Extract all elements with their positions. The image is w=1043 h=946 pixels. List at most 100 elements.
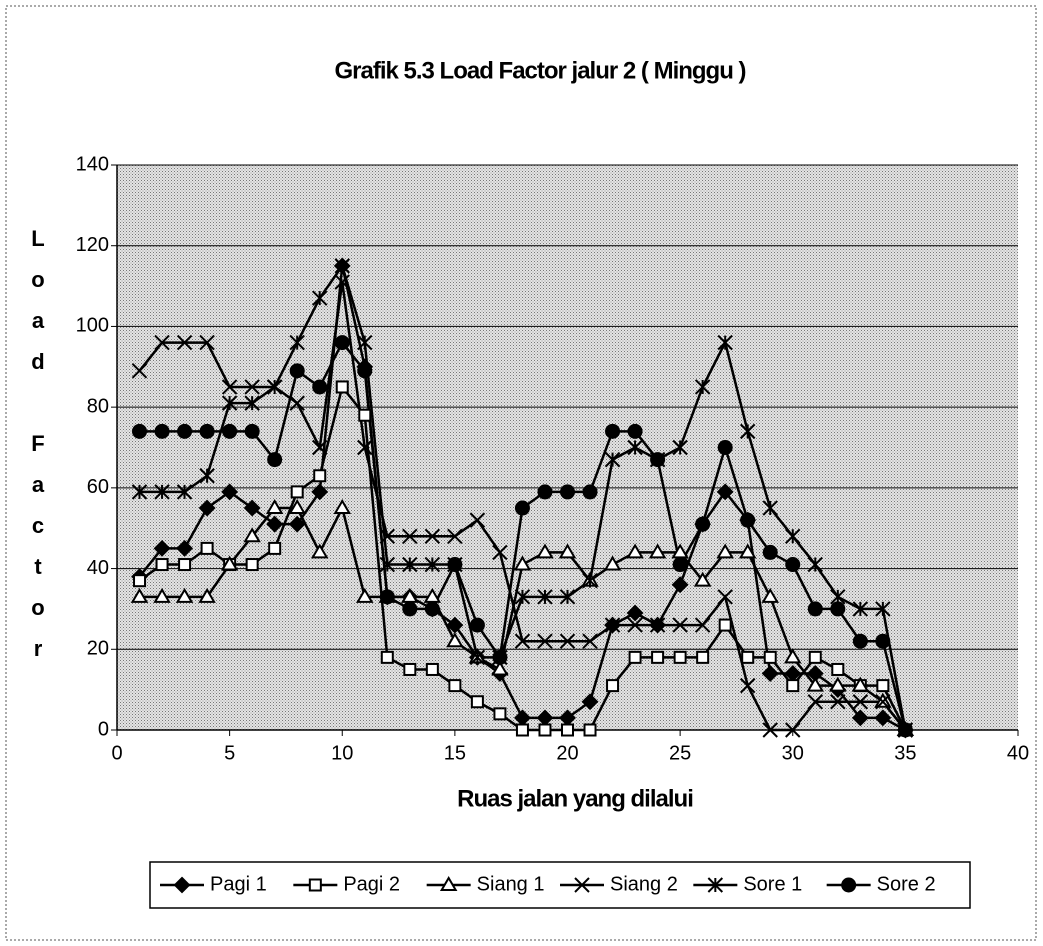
marker bbox=[806, 676, 825, 692]
marker bbox=[852, 601, 869, 617]
marker bbox=[716, 483, 734, 501]
marker bbox=[786, 679, 800, 693]
marker bbox=[265, 499, 284, 515]
marker bbox=[740, 512, 756, 528]
marker bbox=[536, 543, 554, 559]
y-tick-label: 120 bbox=[76, 234, 109, 256]
legend-marker bbox=[841, 877, 857, 893]
marker bbox=[537, 633, 553, 649]
marker bbox=[154, 334, 170, 351]
marker bbox=[402, 528, 418, 544]
marker bbox=[266, 515, 284, 533]
marker bbox=[514, 589, 531, 605]
marker bbox=[491, 660, 509, 676]
marker bbox=[312, 439, 328, 456]
marker bbox=[199, 423, 215, 439]
marker bbox=[606, 679, 620, 693]
marker bbox=[875, 601, 891, 617]
marker bbox=[558, 543, 577, 559]
marker bbox=[198, 587, 216, 603]
marker bbox=[716, 543, 734, 559]
x-tick-label: 35 bbox=[894, 742, 916, 764]
marker bbox=[648, 543, 667, 559]
marker bbox=[762, 500, 778, 516]
marker bbox=[831, 662, 845, 676]
marker bbox=[221, 395, 238, 411]
marker bbox=[626, 604, 644, 622]
marker bbox=[784, 648, 802, 664]
marker bbox=[379, 556, 396, 573]
marker bbox=[875, 694, 891, 710]
marker bbox=[267, 452, 283, 468]
legend-label: Siang 1 bbox=[477, 873, 545, 895]
marker bbox=[176, 484, 193, 500]
marker bbox=[583, 723, 597, 737]
marker bbox=[763, 650, 777, 664]
marker bbox=[403, 662, 417, 676]
marker bbox=[200, 541, 214, 555]
x-tick-label: 5 bbox=[224, 742, 235, 764]
marker bbox=[178, 558, 192, 572]
marker bbox=[874, 709, 892, 727]
marker bbox=[673, 650, 687, 664]
marker bbox=[492, 649, 508, 665]
marker bbox=[469, 512, 486, 528]
x-tick-label: 10 bbox=[331, 742, 353, 764]
marker bbox=[876, 679, 890, 693]
marker bbox=[807, 694, 823, 710]
y-tick-label: 140 bbox=[76, 153, 109, 175]
marker bbox=[334, 258, 350, 274]
marker bbox=[492, 544, 508, 561]
marker bbox=[424, 601, 440, 617]
x-tick-label: 15 bbox=[444, 742, 466, 764]
marker bbox=[198, 499, 216, 517]
marker bbox=[380, 650, 394, 664]
marker bbox=[402, 601, 418, 617]
marker bbox=[424, 528, 441, 544]
marker bbox=[604, 617, 621, 633]
marker bbox=[222, 423, 238, 439]
x-tick-label: 20 bbox=[556, 742, 578, 764]
marker bbox=[447, 528, 463, 544]
y-tick-label: 60 bbox=[87, 476, 109, 498]
marker bbox=[851, 709, 869, 727]
marker bbox=[313, 469, 327, 483]
marker bbox=[199, 468, 215, 484]
marker bbox=[761, 587, 779, 603]
y-tick-label: 40 bbox=[87, 557, 109, 579]
marker bbox=[469, 649, 486, 666]
marker bbox=[154, 484, 170, 500]
marker bbox=[627, 617, 643, 633]
x-tick-label: 40 bbox=[1007, 742, 1029, 764]
marker bbox=[650, 452, 666, 468]
marker bbox=[762, 722, 778, 738]
marker bbox=[175, 587, 194, 603]
marker bbox=[537, 589, 553, 605]
marker bbox=[311, 483, 329, 501]
legend-marker bbox=[173, 876, 191, 894]
marker bbox=[357, 334, 373, 351]
marker bbox=[785, 528, 801, 544]
legend-marker bbox=[439, 876, 458, 891]
legend-label: Pagi 1 bbox=[210, 873, 267, 895]
x-tick-label: 25 bbox=[669, 742, 691, 764]
marker bbox=[671, 576, 689, 594]
plot-area bbox=[117, 165, 1018, 730]
marker bbox=[358, 408, 372, 422]
marker bbox=[469, 617, 485, 633]
marker bbox=[289, 363, 305, 379]
marker bbox=[582, 633, 598, 649]
marker bbox=[289, 395, 305, 411]
marker bbox=[649, 617, 666, 633]
marker bbox=[627, 423, 643, 439]
marker bbox=[717, 334, 733, 351]
marker bbox=[244, 423, 260, 439]
marker bbox=[738, 543, 757, 559]
marker bbox=[356, 587, 374, 603]
marker bbox=[244, 379, 260, 395]
marker bbox=[718, 618, 732, 632]
legend-marker bbox=[707, 877, 724, 893]
legend-label: Siang 2 bbox=[610, 873, 678, 895]
